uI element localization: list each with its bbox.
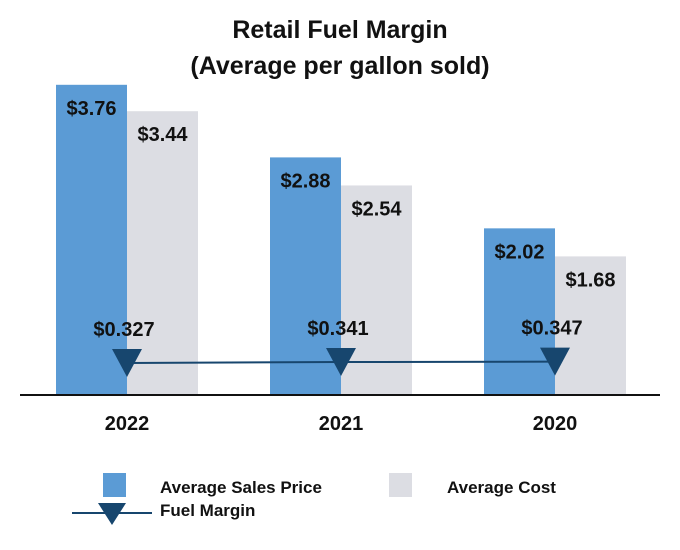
sales-price-label-2022: $3.76 (66, 98, 116, 120)
x-tick-2020: 2020 (533, 413, 578, 435)
legend-swatch-average-cost (389, 473, 412, 497)
sales-price-label-2020: $2.02 (494, 241, 544, 263)
fuel-margin-marker-2020 (540, 347, 570, 376)
cost-label-2021: $2.54 (351, 198, 402, 220)
fuel-margin-label-2020: $0.347 (521, 318, 582, 340)
fuel-margin-label-2022: $0.327 (93, 319, 154, 341)
chart-title: Retail Fuel Margin (232, 16, 448, 44)
sales-price-label-2021: $2.88 (280, 170, 330, 192)
cost-bar-2020 (555, 256, 626, 395)
fuel-margin-marker-2022 (112, 349, 142, 377)
legend-label-average-cost: Average Cost (447, 478, 556, 497)
chart-subtitle: (Average per gallon sold) (190, 52, 490, 80)
legend-marker-fuel-margin (98, 503, 126, 525)
cost-label-2020: $1.68 (565, 269, 615, 291)
x-tick-2021: 2021 (319, 413, 364, 435)
sales-price-bar-2020 (484, 228, 555, 395)
cost-bar-2022 (127, 111, 198, 395)
legend-swatch-sales-price (103, 473, 126, 497)
legend-label-fuel-margin: Fuel Margin (160, 501, 256, 520)
sales-price-bar-2022 (56, 84, 127, 396)
x-tick-2022: 2022 (105, 413, 150, 435)
legend-label-sales-price: Average Sales Price (160, 478, 322, 497)
sales-price-bar-2021 (270, 157, 341, 395)
fuel-margin-marker-2021 (326, 348, 356, 377)
cost-bar-2021 (341, 185, 412, 395)
cost-label-2022: $3.44 (137, 124, 188, 146)
fuel-margin-label-2021: $0.341 (307, 318, 368, 340)
